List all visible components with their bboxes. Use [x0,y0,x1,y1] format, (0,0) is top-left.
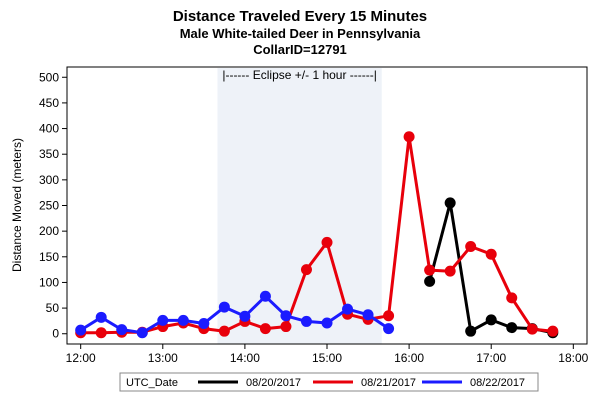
data-point-2-5 [177,314,189,326]
data-point-2-0 [75,324,87,336]
data-point-1-10 [280,321,292,333]
y-tick-label-0: 0 [52,327,59,341]
legend-items: 08/20/2017 08/21/2017 08/22/2017 [198,377,525,389]
x-tick-label-6: 18:00 [558,351,588,365]
data-point-2-15 [383,323,395,335]
data-point-1-20 [485,248,497,260]
data-point-1-12 [321,236,333,248]
data-point-2-12 [321,317,333,329]
data-point-2-7 [218,301,230,313]
data-point-2-9 [259,290,271,302]
data-point-2-1 [95,311,107,323]
data-point-2-13 [342,303,354,315]
chart-subtitle: Male White-tailed Deer in Pennsylvania [179,26,421,41]
x-tick-label-1: 13:00 [148,351,178,365]
chart-title: Distance Traveled Every 15 Minutes [172,8,428,25]
data-point-1-21 [506,292,518,304]
data-point-1-22 [526,323,538,335]
data-point-1-19 [465,241,477,253]
data-point-2-6 [198,317,210,329]
data-point-1-15 [383,310,395,322]
series-2 [75,290,395,339]
series-0 [424,197,559,339]
eclipse-annotation: |------ Eclipse +/- 1 hour ------| [222,68,377,82]
data-point-0-1 [444,197,456,209]
x-tick-label-5: 17:00 [476,351,506,365]
series-line-2 [79,294,390,335]
y-tick-label-10: 500 [39,70,59,84]
y-tick-label-9: 450 [39,96,59,110]
data-point-1-11 [300,264,312,276]
legend-label-2: 08/22/2017 [470,377,525,389]
y-axis: 0 50 100 150 200 250 300 350 400 450 500 [39,70,67,341]
data-point-0-4 [506,322,518,334]
eclipse-band [217,68,382,344]
data-point-0-2 [465,325,477,337]
x-tick-label-2: 14:00 [230,351,260,365]
y-tick-label-3: 150 [39,250,59,264]
legend-box [119,372,539,392]
legend-label-1: 08/21/2017 [361,377,416,389]
data-point-1-18 [444,265,456,277]
data-point-1-7 [218,325,230,337]
y-tick-label-2: 100 [39,275,59,289]
data-point-2-4 [157,314,169,326]
y-axis-label: Distance Moved (meters) [10,138,24,272]
chart-title-block: Distance Traveled Every 15 Minutes Male … [0,8,600,58]
y-tick-label-5: 250 [39,199,59,213]
legend-title: UTC_Date [126,377,178,389]
series-layer [75,131,559,339]
data-point-2-11 [300,315,312,327]
data-point-2-10 [280,310,292,322]
data-point-1-9 [259,323,271,335]
y-tick-label-4: 200 [39,224,59,238]
x-tick-label-0: 12:00 [66,351,96,365]
y-tick-label-8: 400 [39,122,59,136]
x-tick-label-4: 16:00 [394,351,424,365]
data-point-1-17 [424,264,436,276]
y-tick-label-6: 300 [39,173,59,187]
data-point-1-1 [95,327,107,339]
data-point-1-16 [403,131,415,143]
data-point-2-2 [116,324,128,336]
x-axis: 12:00 13:00 14:00 15:00 16:00 17:00 18:00 [66,344,589,365]
data-point-1-23 [547,325,559,337]
chart-subtitle-collar: CollarID=12791 [253,42,347,57]
data-point-0-0 [424,275,436,287]
data-point-2-14 [362,309,374,321]
data-point-2-8 [239,310,251,322]
data-point-0-3 [485,314,497,326]
legend-label-0: 08/20/2017 [246,377,301,389]
data-point-2-3 [136,327,148,339]
x-tick-label-3: 15:00 [312,351,342,365]
y-tick-label-7: 350 [39,147,59,161]
y-tick-label-1: 50 [46,301,60,315]
